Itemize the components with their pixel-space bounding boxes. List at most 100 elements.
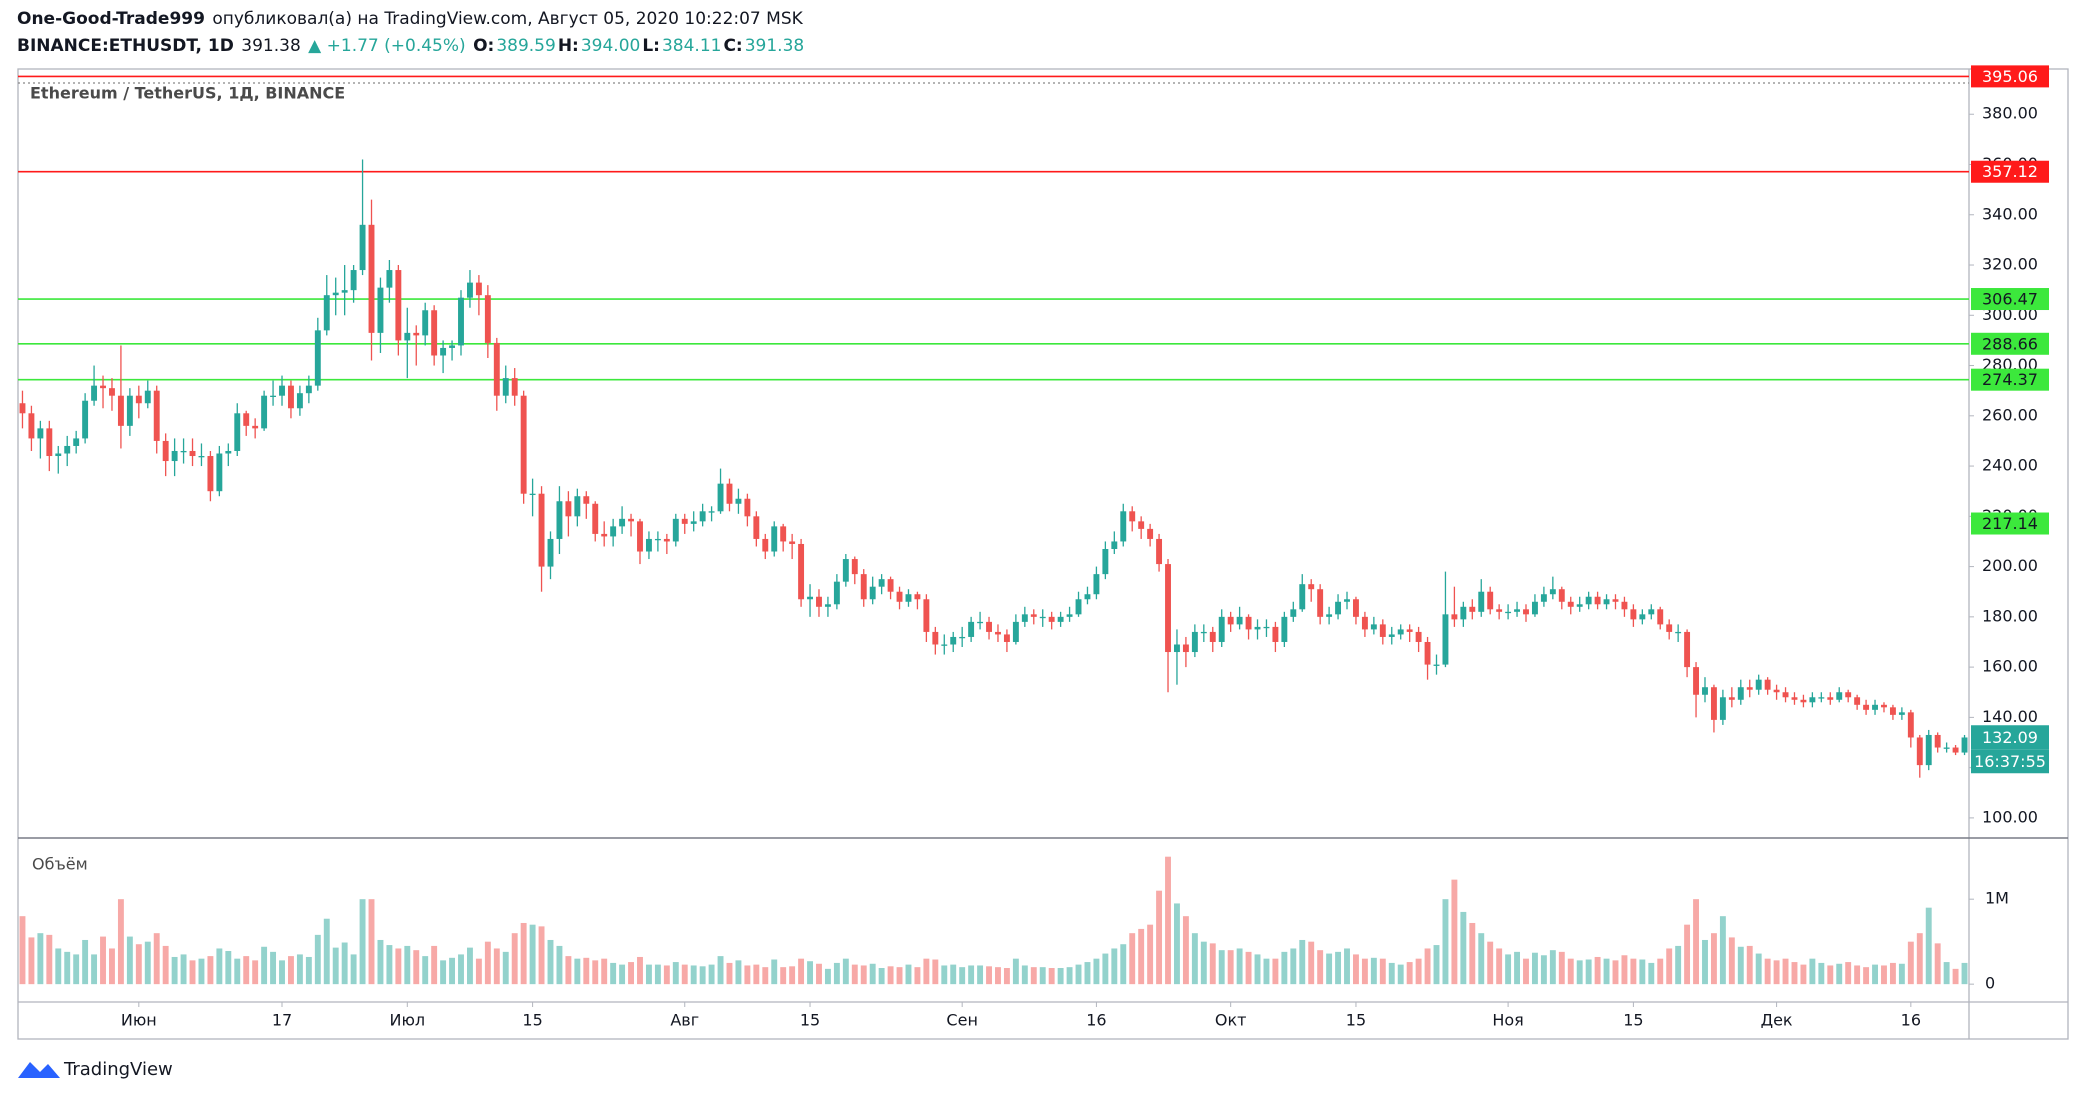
- level-badge: [1971, 512, 2049, 535]
- volume-bar: [458, 954, 464, 985]
- candle-body: [1594, 596, 1601, 605]
- candle-body: [162, 440, 169, 462]
- volume-bar: [1872, 964, 1878, 985]
- volume-bar: [1478, 933, 1485, 985]
- candle-body: [654, 538, 661, 541]
- candle-body: [475, 282, 482, 296]
- volume-bar: [807, 961, 813, 985]
- volume-bar: [1021, 965, 1028, 985]
- candle-body: [413, 332, 420, 336]
- candle-body: [386, 270, 393, 288]
- countdown-badge: [1971, 749, 2049, 774]
- volume-bar: [1227, 950, 1234, 985]
- candle-body: [887, 579, 894, 592]
- volume-bar: [690, 965, 697, 985]
- candle-body: [1728, 697, 1735, 700]
- volume-bar: [1281, 951, 1288, 985]
- volume-bar: [1710, 933, 1717, 985]
- candle-body: [404, 332, 411, 341]
- candle-body: [816, 596, 822, 607]
- volume-bar: [896, 967, 903, 985]
- volume-bar: [1558, 951, 1565, 985]
- volume-bar: [422, 956, 429, 985]
- x-tick-label: 15: [800, 1011, 820, 1030]
- candle-body: [833, 581, 840, 605]
- volume-bar: [1773, 960, 1780, 985]
- volume-bar: [708, 964, 715, 985]
- volume-bar: [1102, 953, 1109, 985]
- ohlc-value: 394.00: [580, 36, 641, 56]
- candle-body: [1236, 616, 1243, 625]
- level-label: 217.14: [1982, 514, 2038, 533]
- volume-bar: [583, 957, 590, 985]
- candle-body: [547, 538, 554, 567]
- candle-body: [842, 559, 849, 582]
- volume-label: Объём: [32, 855, 88, 874]
- volume-bar: [144, 941, 151, 985]
- legend-title: Ethereum / TetherUS, 1Д, BINANCE: [30, 84, 345, 103]
- volume-bar: [941, 965, 948, 985]
- volume-bar: [1326, 953, 1333, 985]
- volume-bar: [296, 954, 303, 985]
- candle-body: [1442, 614, 1449, 665]
- candle-body: [305, 385, 312, 394]
- y-tick-label: 340.00: [1982, 204, 2038, 223]
- candle-body: [619, 518, 626, 527]
- candle-body: [1165, 564, 1171, 653]
- volume-bar: [1925, 907, 1932, 985]
- candle-body: [1657, 609, 1664, 625]
- candle-body: [1514, 609, 1521, 612]
- candle-body: [1344, 599, 1350, 602]
- volume-bar: [592, 960, 599, 985]
- x-tick-label: 15: [1346, 1011, 1366, 1030]
- candle-body: [663, 538, 670, 542]
- volume-bar: [100, 936, 106, 985]
- level-badge: [1971, 368, 2049, 391]
- volume-bar: [681, 964, 688, 985]
- volume-bar: [475, 958, 482, 985]
- volume-bar: [1245, 951, 1252, 985]
- volume-bar: [816, 963, 822, 985]
- brand-logo: [18, 1062, 60, 1078]
- candle-body: [1952, 747, 1959, 753]
- candle-body: [681, 518, 688, 524]
- volume-bar: [19, 916, 26, 985]
- candle-body: [207, 456, 214, 492]
- x-tick-label: 15: [1623, 1011, 1643, 1030]
- candle-body: [1603, 599, 1610, 605]
- volume-bar: [449, 957, 456, 985]
- x-tick-label: 15: [522, 1011, 542, 1030]
- candle-body: [493, 342, 500, 396]
- volume-bar: [64, 951, 71, 985]
- volume-bar: [1961, 962, 1968, 985]
- candle-body: [1218, 616, 1225, 642]
- candle-body: [986, 621, 992, 632]
- candle-body: [511, 378, 518, 396]
- candle-body: [1451, 614, 1458, 620]
- candle-body: [502, 378, 509, 396]
- volume-bar: [1567, 958, 1574, 985]
- candle-body: [1084, 594, 1091, 600]
- volume-bar: [359, 899, 366, 985]
- candle-body: [1200, 631, 1207, 634]
- volume-bar: [386, 945, 393, 985]
- candle-body: [1147, 528, 1154, 539]
- volume-bar: [484, 941, 491, 985]
- candle-body: [117, 395, 124, 426]
- chart-frame: [17, 68, 2069, 1040]
- volume-bar: [305, 956, 312, 985]
- candle-body: [1621, 601, 1628, 610]
- candle-body: [1156, 538, 1163, 565]
- candle-body: [995, 631, 1001, 635]
- candle-body: [1317, 589, 1324, 617]
- volume-bar: [529, 924, 536, 985]
- candle-body: [520, 395, 527, 494]
- candle-body: [109, 388, 115, 396]
- volume-bar: [520, 922, 527, 985]
- candle-body: [359, 224, 366, 271]
- published: опубликовал(а) на TradingView.com, Авгус…: [212, 9, 803, 29]
- candle-body: [1120, 511, 1127, 542]
- volume-bar: [1084, 962, 1091, 985]
- candle-body: [37, 428, 44, 439]
- candle-body: [1254, 626, 1261, 630]
